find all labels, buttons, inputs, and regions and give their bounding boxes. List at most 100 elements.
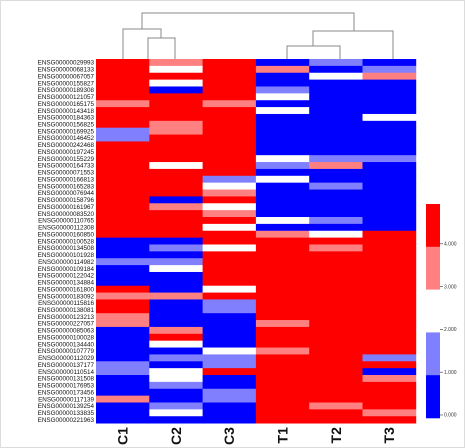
heatmap-cell — [309, 354, 363, 362]
heatmap-cell — [149, 162, 203, 170]
heatmap-cell — [149, 86, 203, 94]
heatmap-cell — [362, 120, 417, 129]
heatmap-cell — [362, 196, 417, 204]
row-label: ENSG00000068133 — [38, 67, 95, 74]
heatmap-cell — [202, 148, 257, 156]
heatmap-cell — [309, 196, 363, 204]
heatmap-cell — [309, 402, 363, 410]
heatmap-cell — [255, 113, 310, 122]
heatmap-cell — [362, 306, 417, 314]
heatmap-cell — [149, 340, 203, 348]
heatmap-cell — [202, 285, 257, 293]
heatmap-cell — [149, 168, 203, 177]
heatmap-cell — [362, 162, 417, 170]
heatmap-cell — [309, 162, 363, 170]
row-label: ENSG00000165175 — [38, 101, 95, 108]
heatmap-cell — [202, 271, 257, 280]
heatmap-cell — [255, 237, 310, 245]
heatmap-cell — [202, 395, 257, 403]
heatmap-cell — [96, 141, 150, 149]
heatmap-cell — [255, 326, 310, 335]
heatmap-cell — [149, 196, 203, 204]
heatmap-cell — [362, 86, 417, 94]
heatmap-cell — [362, 361, 417, 369]
heatmap-cell — [362, 134, 417, 142]
heatmap-cell — [96, 65, 150, 74]
dendrogram-branch-t1-t2 — [286, 45, 341, 59]
heatmap-cell — [149, 409, 203, 417]
heatmap-cell — [309, 113, 363, 122]
heatmap-cell — [202, 203, 257, 211]
row-label: ENSG00000133835 — [38, 410, 95, 417]
row-label: ENSG00000121057 — [38, 94, 95, 101]
heatmap-cell — [96, 127, 150, 135]
row-label: ENSG00000242468 — [38, 142, 95, 149]
heatmap-cell — [96, 113, 150, 122]
heatmap-cell — [149, 265, 203, 273]
heatmap-cell — [309, 299, 363, 307]
legend-tick-label: 2.000 — [444, 327, 457, 333]
row-label: ENSG00000173456 — [38, 389, 95, 396]
heatmap-cell — [96, 340, 150, 348]
heatmap-cell — [309, 93, 363, 101]
heatmap-cell — [202, 354, 257, 362]
heatmap-cell — [255, 93, 310, 101]
row-label: ENSG00000110765 — [38, 218, 94, 225]
row-label: ENSG00000029993 — [38, 60, 95, 67]
heatmap-cell — [96, 292, 150, 300]
heatmap-cell — [149, 65, 203, 74]
heatmap-cell — [362, 175, 417, 184]
heatmap-cell — [255, 196, 310, 204]
heatmap-cell — [149, 217, 203, 225]
heatmap-cell — [309, 148, 363, 156]
heatmap-cell — [96, 271, 150, 280]
heatmap-cell — [149, 306, 203, 314]
heatmap-cell — [96, 361, 150, 369]
heatmap-cell — [149, 402, 203, 410]
heatmap-cell — [309, 326, 363, 335]
heatmap-cell — [362, 230, 417, 239]
heatmap-cell — [309, 79, 363, 87]
heatmap-cell — [149, 189, 203, 197]
heatmap-cell — [96, 347, 150, 355]
heatmap-cell — [255, 210, 310, 218]
heatmap-cell — [255, 402, 310, 410]
heatmap-cell — [362, 368, 417, 376]
heatmap-cell — [149, 93, 203, 101]
heatmap-cell — [362, 210, 417, 218]
heatmap-cell — [202, 223, 257, 232]
heatmap-cell — [309, 416, 363, 424]
heatmap-cell — [362, 251, 417, 259]
heatmap-cell — [255, 182, 310, 190]
heatmap-cell — [255, 381, 310, 390]
heatmap-cell — [362, 340, 417, 348]
row-label: ENSG00000139254 — [38, 403, 95, 410]
heatmap-cell — [255, 120, 310, 129]
row-label: ENSG00000117139 — [38, 396, 94, 403]
heatmap-cell — [362, 326, 417, 335]
heatmap-cell — [149, 237, 203, 245]
heatmap-cell — [362, 65, 417, 74]
heatmap-cell — [149, 72, 203, 81]
dendrogram-branch-c1-c23 — [122, 28, 162, 59]
row-label: ENSG00000143418 — [38, 108, 95, 115]
heatmap-cell — [96, 86, 150, 94]
heatmap-cell — [96, 258, 150, 266]
column-dendrogram — [122, 12, 394, 59]
row-label: ENSG00000071553 — [38, 170, 95, 177]
row-label: ENSG00000137177 — [38, 362, 95, 369]
heatmap-cell — [202, 347, 257, 355]
heatmap-cell — [149, 120, 203, 129]
heatmap-cell — [96, 155, 150, 163]
heatmap-cell — [309, 361, 363, 369]
heatmap-cell — [96, 368, 150, 376]
heatmap-cell — [309, 141, 363, 149]
heatmap-cell — [362, 237, 417, 245]
legend-tick-label: 4.000 — [444, 242, 457, 248]
row-label: ENSG00000100028 — [38, 334, 95, 341]
row-label: ENSG00000189308 — [38, 87, 95, 94]
row-label: ENSG00000107779 — [38, 348, 95, 355]
heatmap-cell — [255, 189, 310, 197]
heatmap-cell — [362, 320, 417, 328]
heatmap-cell — [309, 271, 363, 280]
